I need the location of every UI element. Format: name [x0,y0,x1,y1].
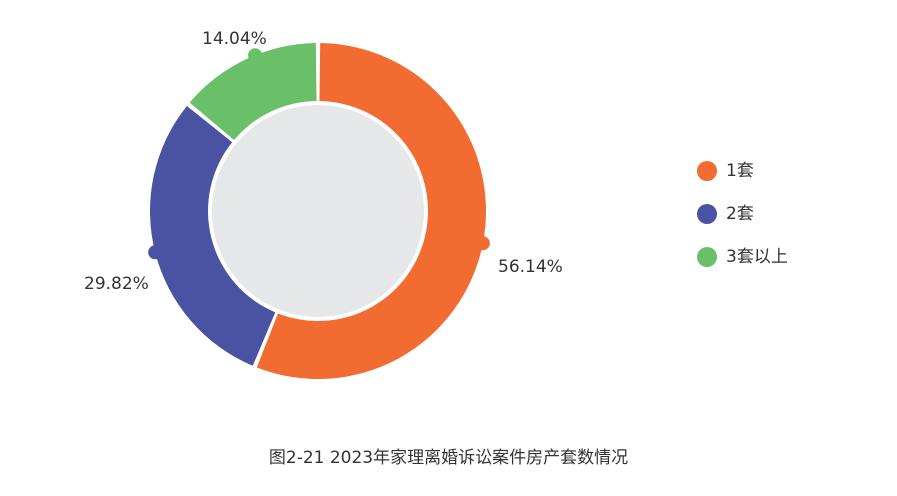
legend-item-2[interactable]: 2套 [697,203,877,225]
legend: 1套 2套 3套以上 [697,160,877,289]
slice-marker-2 [148,245,163,260]
donut-slice-2[interactable] [149,105,276,366]
slice-marker-1 [475,236,490,251]
data-labels: 56.14% 29.82% 14.04% [84,29,563,294]
donut-slice-3[interactable] [189,43,317,140]
legend-label-2: 2套 [726,204,754,224]
legend-label-1: 1套 [726,161,754,181]
donut-slices [148,43,490,379]
data-label-2: 29.82% [84,274,149,294]
legend-item-1[interactable]: 1套 [697,160,877,182]
legend-swatch-3 [697,247,717,267]
figure-caption: 图2-21 2023年家理离婚诉讼案件房产套数情况 [268,448,629,468]
donut-slice-1[interactable] [256,43,486,379]
data-label-1: 56.14% [498,257,563,277]
legend-swatch-1 [697,161,717,181]
data-label-3: 14.04% [202,29,267,49]
legend-label-3: 3套以上 [726,247,788,267]
donut-center-disc [212,105,424,317]
slice-marker-3 [248,48,263,63]
legend-swatch-2 [697,204,717,224]
legend-item-3[interactable]: 3套以上 [697,246,877,268]
